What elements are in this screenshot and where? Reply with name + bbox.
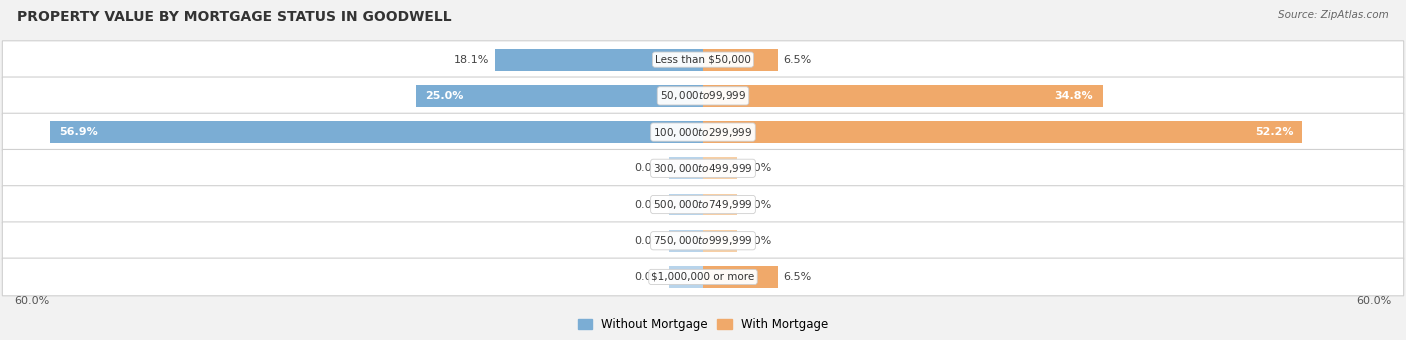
FancyBboxPatch shape — [3, 150, 1403, 187]
Text: 0.0%: 0.0% — [634, 236, 662, 246]
Bar — [669, 230, 703, 252]
Bar — [669, 194, 703, 215]
Bar — [703, 230, 738, 252]
Bar — [703, 194, 738, 215]
Text: 0.0%: 0.0% — [634, 163, 662, 173]
Text: PROPERTY VALUE BY MORTGAGE STATUS IN GOODWELL: PROPERTY VALUE BY MORTGAGE STATUS IN GOO… — [17, 10, 451, 24]
Bar — [703, 266, 778, 288]
Text: 0.0%: 0.0% — [744, 163, 772, 173]
Text: 6.5%: 6.5% — [783, 272, 811, 282]
Bar — [49, 121, 703, 143]
Bar — [669, 157, 703, 179]
Text: 52.2%: 52.2% — [1254, 127, 1294, 137]
Text: 0.0%: 0.0% — [634, 200, 662, 209]
Text: 56.9%: 56.9% — [59, 127, 97, 137]
Bar — [416, 85, 703, 107]
Text: $1,000,000 or more: $1,000,000 or more — [651, 272, 755, 282]
Text: $500,000 to $749,999: $500,000 to $749,999 — [654, 198, 752, 211]
Legend: Without Mortgage, With Mortgage: Without Mortgage, With Mortgage — [574, 313, 832, 336]
Text: 6.5%: 6.5% — [783, 55, 811, 65]
Bar — [703, 121, 1302, 143]
Text: Less than $50,000: Less than $50,000 — [655, 55, 751, 65]
Text: 60.0%: 60.0% — [1357, 296, 1392, 306]
Text: $50,000 to $99,999: $50,000 to $99,999 — [659, 89, 747, 102]
FancyBboxPatch shape — [3, 41, 1403, 79]
Bar — [495, 49, 703, 70]
Text: $300,000 to $499,999: $300,000 to $499,999 — [654, 162, 752, 175]
Text: 25.0%: 25.0% — [425, 91, 464, 101]
Text: 18.1%: 18.1% — [454, 55, 489, 65]
FancyBboxPatch shape — [3, 77, 1403, 115]
Text: 34.8%: 34.8% — [1054, 91, 1094, 101]
Text: 0.0%: 0.0% — [634, 272, 662, 282]
FancyBboxPatch shape — [3, 222, 1403, 259]
Text: Source: ZipAtlas.com: Source: ZipAtlas.com — [1278, 10, 1389, 20]
Bar — [703, 157, 738, 179]
Bar — [669, 266, 703, 288]
Bar — [703, 85, 1102, 107]
FancyBboxPatch shape — [3, 113, 1403, 151]
Text: $100,000 to $299,999: $100,000 to $299,999 — [654, 125, 752, 139]
FancyBboxPatch shape — [3, 186, 1403, 223]
Text: 0.0%: 0.0% — [744, 236, 772, 246]
Text: 0.0%: 0.0% — [744, 200, 772, 209]
Text: 60.0%: 60.0% — [14, 296, 49, 306]
Bar — [703, 49, 778, 70]
Text: $750,000 to $999,999: $750,000 to $999,999 — [654, 234, 752, 247]
FancyBboxPatch shape — [3, 258, 1403, 296]
